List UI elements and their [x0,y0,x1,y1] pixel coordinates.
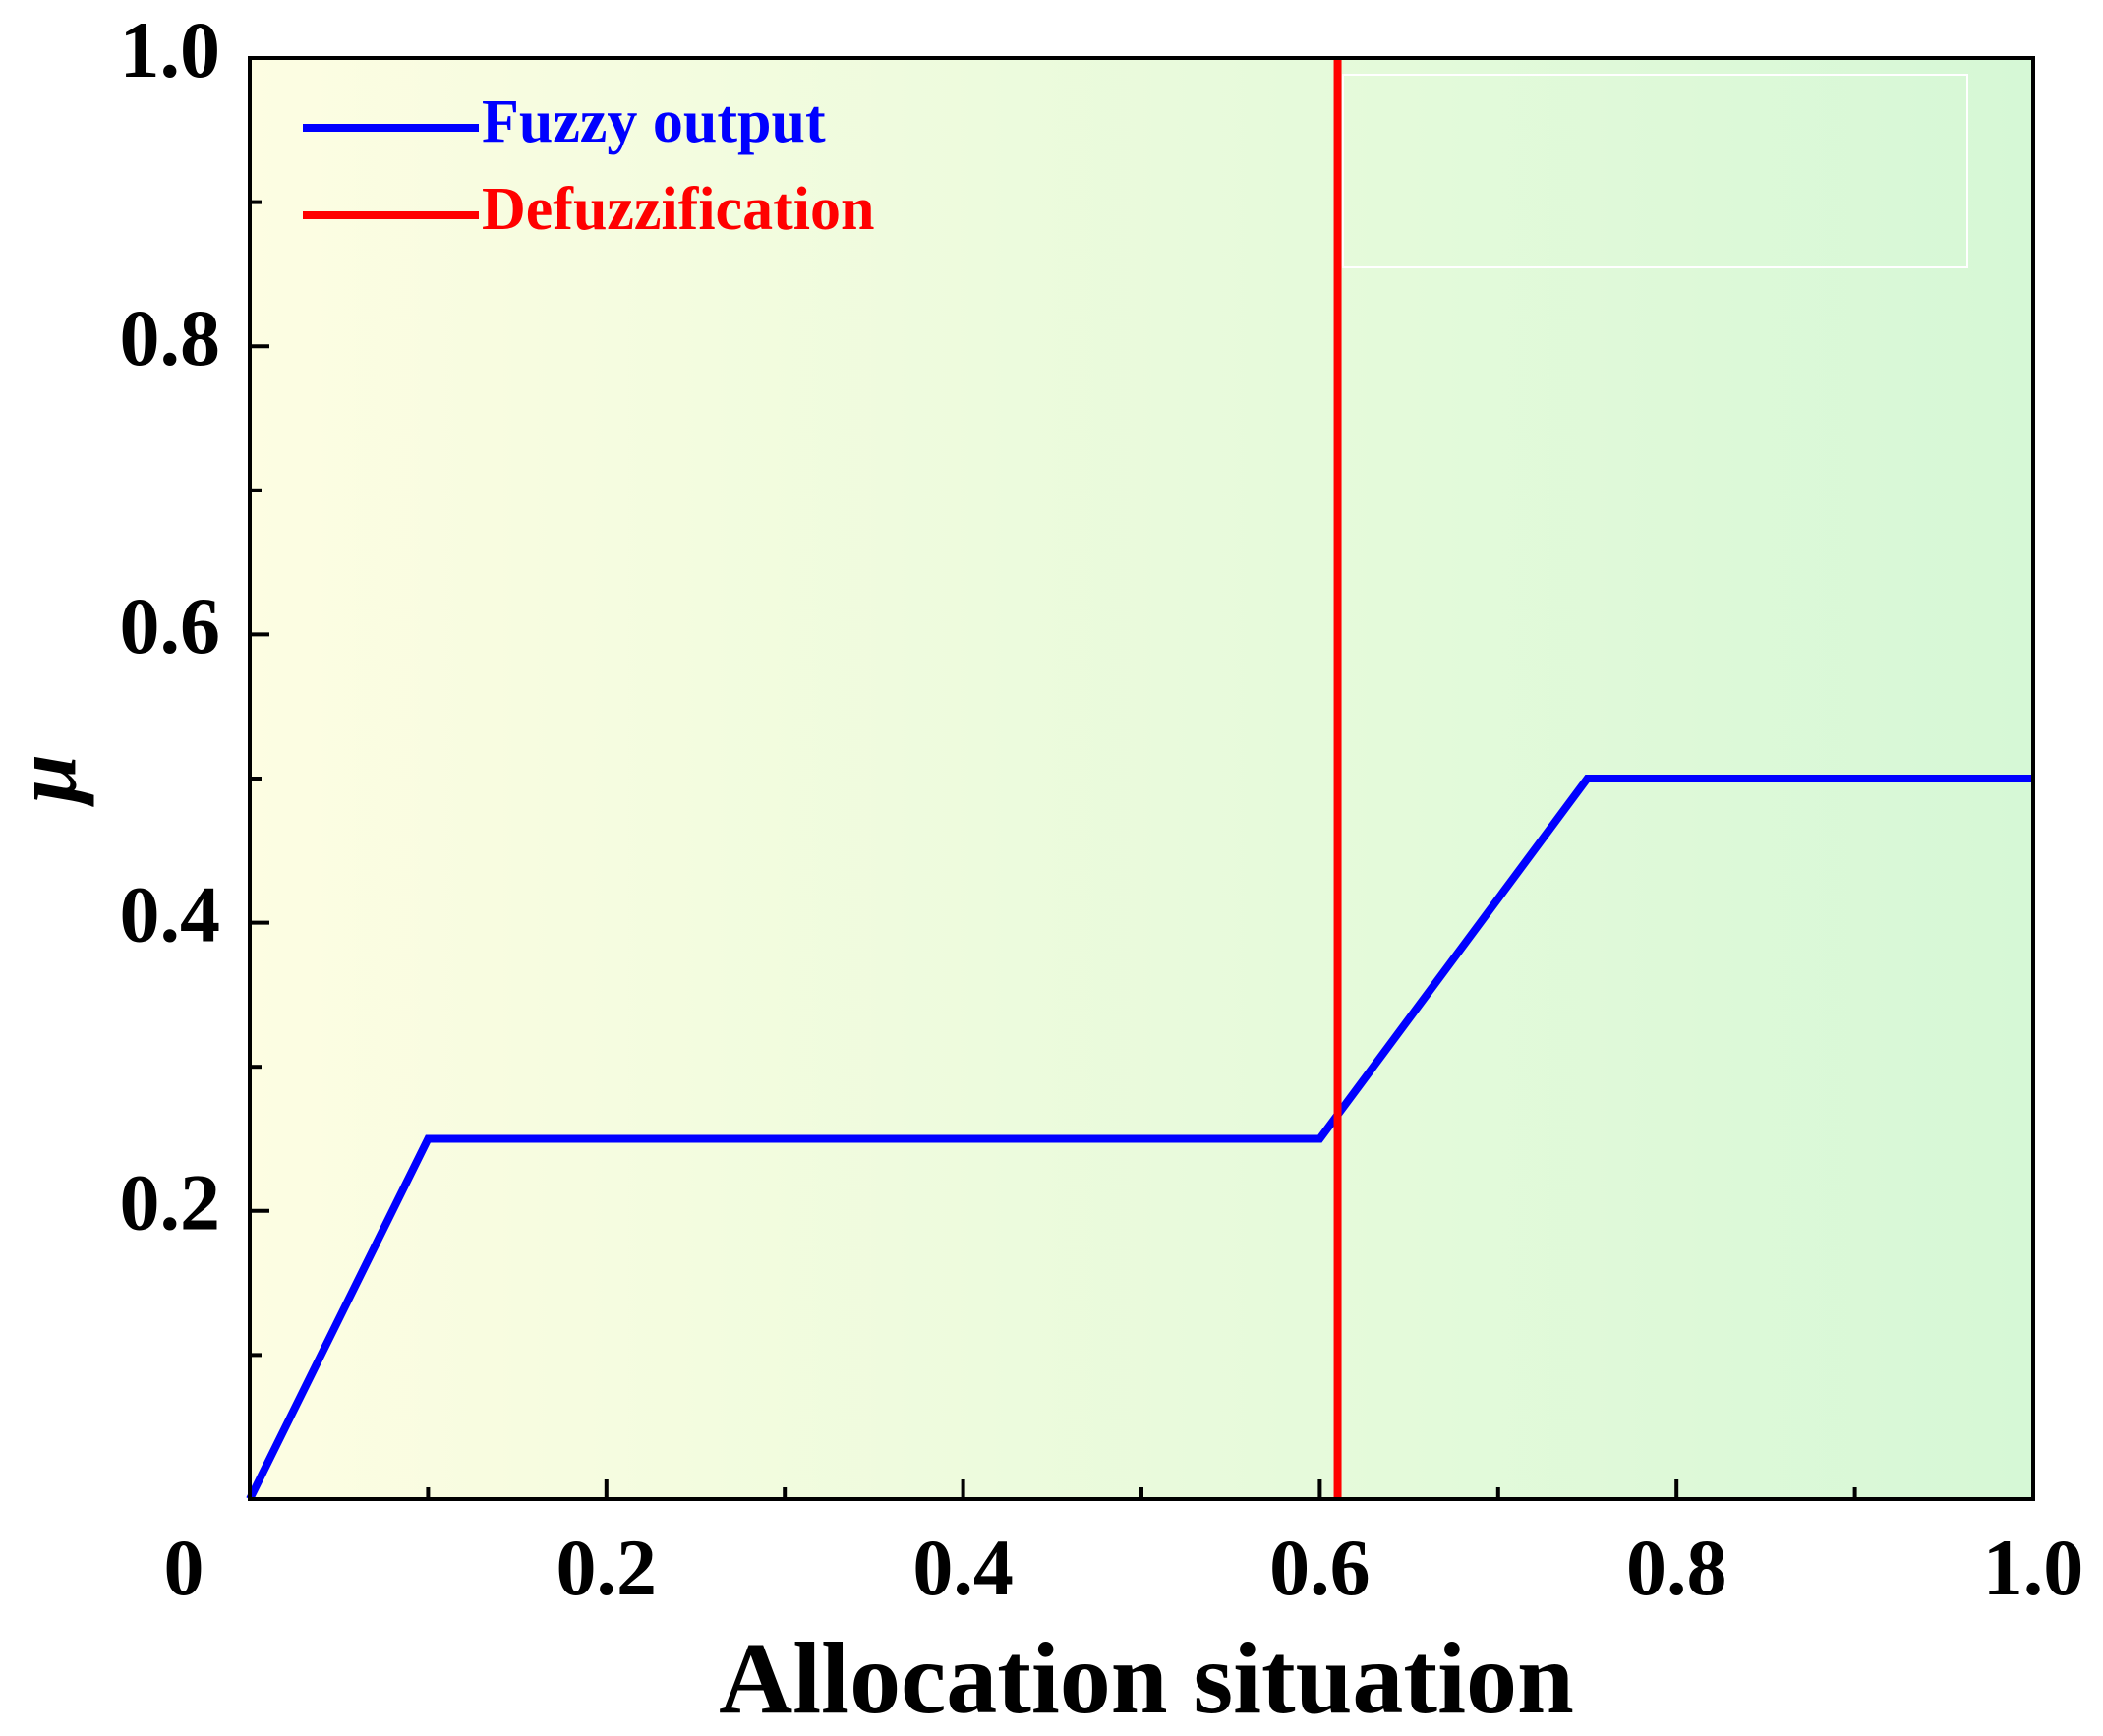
x-axis-title: Allocation situation [719,1622,1574,1735]
x-tick-label: 0.2 [556,1523,658,1612]
y-axis-title: μ [0,754,95,807]
series-line [246,775,2033,1501]
y-tick-label: 0.6 [120,581,221,670]
y-tick-label: 1.0 [120,5,221,94]
x-tick-label: 1.0 [1983,1523,2084,1612]
x-tick-label: 0.6 [1269,1523,1371,1612]
x-tick-label: 0.8 [1626,1523,1727,1612]
y-tick-label: 0.2 [120,1158,221,1247]
x-tick-label: 0 [164,1523,204,1612]
legend-frame [1342,74,1968,268]
y-tick-label: 0.4 [120,869,221,958]
legend-label: Fuzzy output [482,88,826,155]
y-tick-label: 0.8 [120,293,221,382]
legend-label: Defuzzification [482,176,874,243]
x-tick-label: 0.4 [912,1523,1014,1612]
